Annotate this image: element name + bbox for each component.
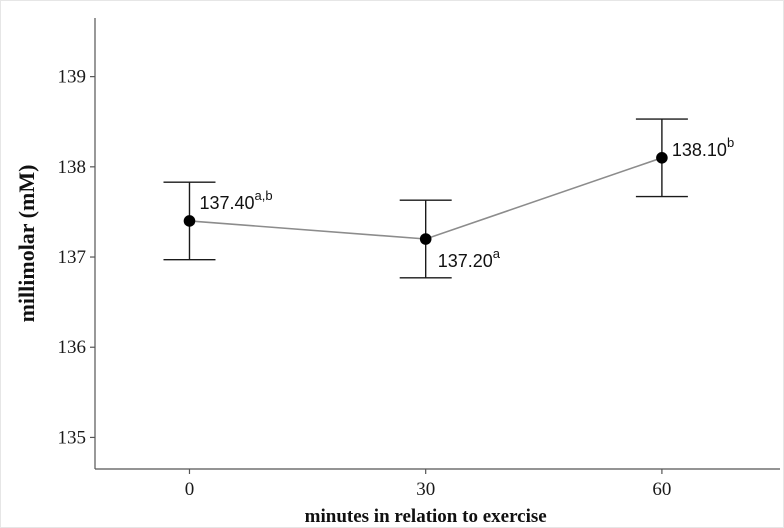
axes — [94, 18, 780, 470]
x-tick-label: 60 — [652, 479, 671, 500]
data-label: 138.10b — [672, 135, 734, 160]
y-axis-title: millimolar (mM) — [14, 165, 39, 323]
data-point — [656, 152, 668, 164]
data-label: 137.20a — [438, 246, 501, 271]
data-label-value: 138.10 — [672, 140, 727, 160]
y-tick-label: 136 — [58, 337, 87, 358]
x-tick-label: 0 — [185, 479, 195, 500]
data-label-superscript: b — [727, 135, 734, 150]
data-label-superscript: a — [493, 246, 501, 261]
x-tick-label: 30 — [416, 479, 435, 500]
data-series: 137.40a,b 137.20a 138.10b — [163, 118, 734, 279]
data-label-value: 137.40 — [199, 193, 254, 213]
y-tick-label: 138 — [58, 157, 87, 178]
y-tick-label: 137 — [58, 247, 87, 268]
data-point — [419, 233, 432, 245]
data-label-value: 137.20 — [438, 251, 493, 271]
x-ticks: 0 30 60 — [185, 469, 671, 500]
y-tick-label: 139 — [58, 67, 87, 88]
y-ticks: 135 136 137 138 139 — [58, 67, 95, 448]
data-label-superscript: a,b — [255, 188, 273, 203]
x-axis-title: minutes in relation to exercise — [305, 506, 547, 527]
data-point — [183, 215, 196, 227]
y-tick-label: 135 — [58, 427, 87, 448]
data-label: 137.40a,b — [199, 188, 272, 213]
